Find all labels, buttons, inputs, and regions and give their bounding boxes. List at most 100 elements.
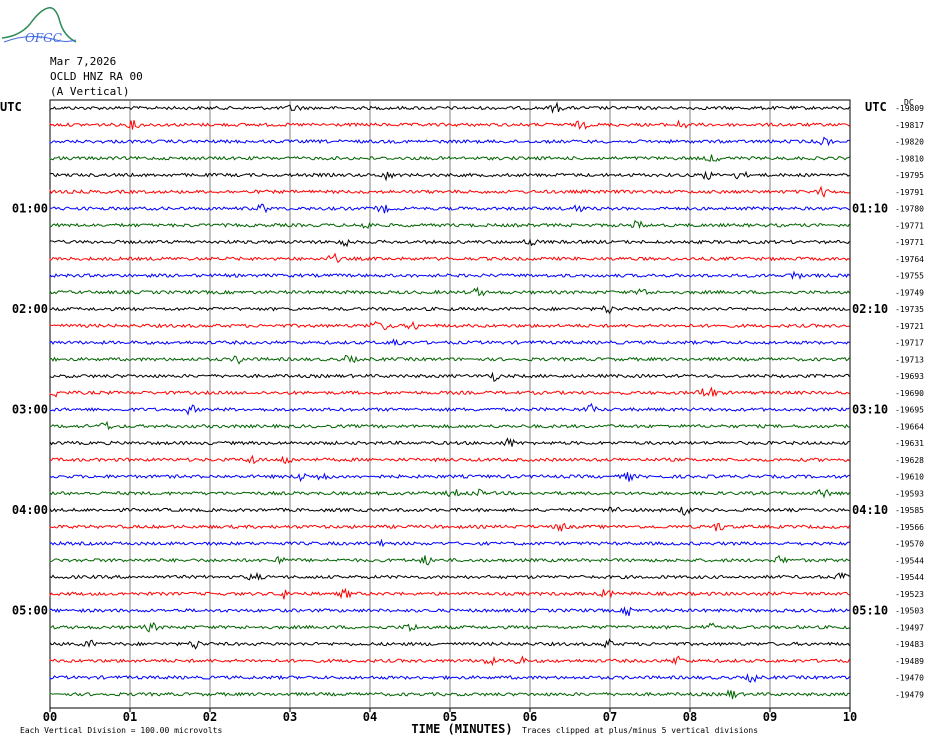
dc-offset-label: -19470 (895, 674, 924, 683)
right-hour-label: 03:10 (852, 403, 888, 417)
dc-offset-label: -19610 (895, 473, 924, 482)
dc-offset-label: -19497 (895, 623, 924, 632)
ofgc-logo: OFGC (1, 7, 77, 45)
dc-offset-label: -19771 (895, 238, 924, 247)
x-tick-label-08: 08 (683, 710, 697, 724)
x-tick-label-10: 10 (843, 710, 857, 724)
dc-offset-label: -19820 (895, 138, 924, 147)
dc-offset-label: -19717 (895, 339, 924, 348)
trace-row-3 (49, 136, 850, 147)
x-tick-label-00: 00 (43, 710, 57, 724)
dc-offset-label: -19780 (895, 205, 924, 214)
trace-row-34 (49, 655, 850, 667)
dc-offset-label: -19585 (895, 506, 924, 515)
trace-row-11 (49, 270, 850, 281)
x-tick-label-07: 07 (603, 710, 617, 724)
x-tick-label-03: 03 (283, 710, 297, 724)
trace-row-31 (49, 606, 850, 617)
footer-clip-note: Traces clipped at plus/minus 5 vertical … (522, 726, 758, 735)
chart-date: Mar 7,2026 (50, 55, 117, 68)
trace-row-19 (49, 402, 850, 416)
trace-row-26 (49, 522, 850, 532)
seismic-traces (49, 101, 850, 700)
x-tick-label-01: 01 (123, 710, 137, 724)
dc-offset-label: -19628 (895, 456, 924, 465)
x-tick-label-06: 06 (523, 710, 537, 724)
trace-row-10 (49, 252, 850, 264)
dc-column-label: DC (904, 98, 914, 107)
dc-offset-label: -19755 (895, 272, 924, 281)
left-hour-label: 05:00 (12, 604, 48, 618)
right-hour-label: 01:10 (852, 202, 888, 216)
dc-offset-label: -19503 (895, 607, 924, 616)
dc-offset-label: -19570 (895, 540, 924, 549)
dc-offset-label: -19593 (895, 489, 924, 498)
trace-row-24 (49, 488, 850, 499)
left-hour-label: 02:00 (12, 302, 48, 316)
trace-row-4 (49, 154, 850, 163)
trace-row-13 (49, 305, 850, 315)
dc-offset-label: -19483 (895, 640, 924, 649)
trace-row-18 (49, 386, 850, 398)
dc-offset-label: -19664 (895, 422, 924, 431)
x-tick-label-02: 02 (203, 710, 217, 724)
trace-row-16 (49, 354, 850, 365)
trace-row-17 (49, 371, 850, 382)
dc-offset-label: -19489 (895, 657, 924, 666)
dc-offset-label: -19544 (895, 556, 924, 565)
chart-component: (A Vertical) (50, 85, 130, 98)
right-hour-label: 04:10 (852, 503, 888, 517)
dc-offset-label: -19795 (895, 171, 924, 180)
dc-offset-label: -19771 (895, 221, 924, 230)
trace-row-32 (49, 622, 850, 633)
trace-row-1 (49, 101, 850, 114)
x-axis-title: TIME (MINUTES) (411, 722, 512, 736)
dc-offset-label: -19713 (895, 355, 924, 364)
dc-offset-label: -19810 (895, 154, 924, 163)
axis-labels: 00 01 02 03 04 05 06 07 08 09 10 -19809 -19817 -19820… (0, 98, 924, 736)
trace-row-29 (49, 571, 850, 581)
right-hour-label: 05:10 (852, 604, 888, 618)
trace-row-7 (49, 203, 850, 214)
left-hour-label: 01:00 (12, 202, 48, 216)
trace-row-22 (49, 454, 850, 465)
right-axis-title: UTC (865, 100, 887, 114)
dc-offset-label: -19817 (895, 121, 924, 130)
x-tick-label-09: 09 (763, 710, 777, 724)
dc-offset-label: -19544 (895, 573, 924, 582)
dc-offset-label: -19791 (895, 188, 924, 197)
trace-row-14 (49, 320, 850, 331)
right-hour-label: 02:10 (852, 302, 888, 316)
logo-mountain-line (1, 7, 77, 43)
dc-offset-label: -19695 (895, 406, 924, 415)
dc-offset-label: -19809 (895, 104, 924, 113)
dc-offset-label: -19721 (895, 322, 924, 331)
dc-offset-label: -19566 (895, 523, 924, 532)
footer-scale-note: Each Vertical Division = 100.00 microvol… (20, 726, 222, 735)
dc-offset-label: -19693 (895, 372, 924, 381)
trace-row-20 (49, 420, 850, 431)
dc-offset-label: -19479 (895, 690, 924, 699)
trace-row-2 (49, 119, 850, 130)
left-hour-label: 03:00 (12, 403, 48, 417)
trace-row-33 (49, 638, 850, 650)
dc-offset-label: -19631 (895, 439, 924, 448)
trace-row-6 (49, 185, 850, 199)
trace-row-23 (49, 472, 850, 483)
grid-lines (49, 99, 851, 712)
chart-station: OCLD HNZ RA 00 (50, 70, 143, 83)
trace-row-25 (49, 506, 850, 516)
x-tick-label-05: 05 (443, 710, 457, 724)
left-axis-title: UTC (0, 100, 22, 114)
trace-row-30 (49, 587, 850, 600)
left-hour-label: 04:00 (12, 503, 48, 517)
x-tick-label-04: 04 (363, 710, 377, 724)
trace-row-27 (49, 538, 850, 548)
dc-offset-label: -19764 (895, 255, 924, 264)
dc-offset-label: -19690 (895, 389, 924, 398)
trace-row-8 (49, 219, 850, 230)
dc-offset-label: -19523 (895, 590, 924, 599)
logo-text: OFGC (25, 31, 62, 45)
trace-row-35 (49, 673, 850, 683)
